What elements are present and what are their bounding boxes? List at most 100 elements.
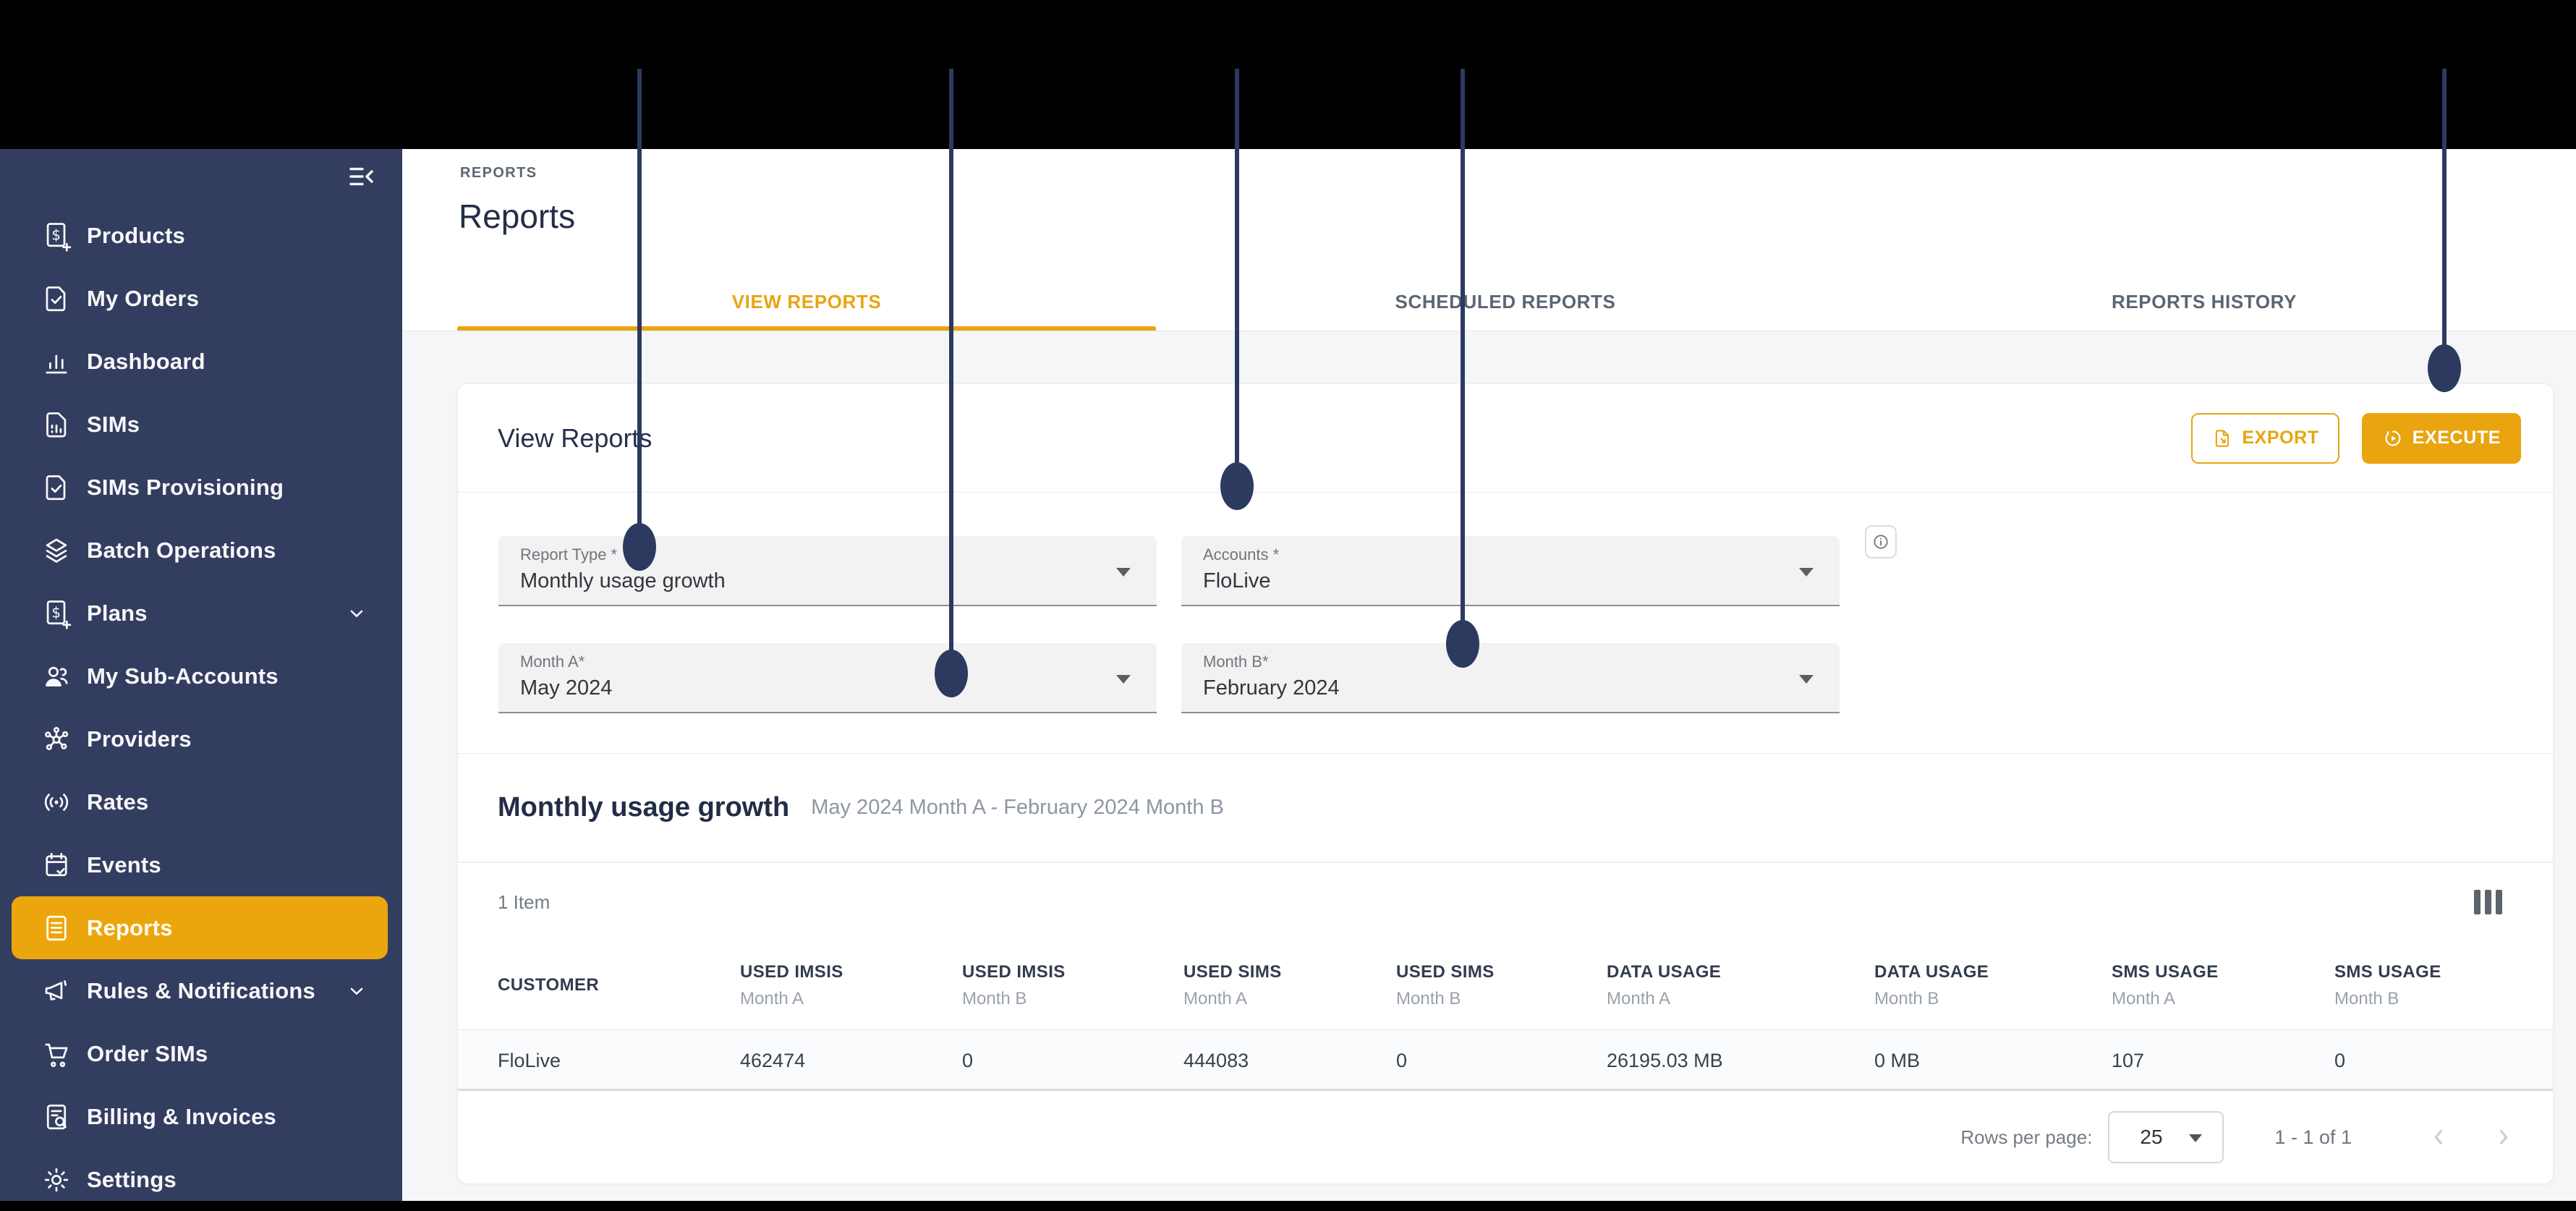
sidebar-item-label: Providers (87, 726, 192, 752)
accounts-info-button[interactable] (1865, 525, 1897, 558)
sidebar-item-label: Plans (87, 600, 148, 626)
table-row: FloLive 462474 0 444083 0 26195.03 MB 0 … (458, 1029, 2553, 1091)
sidebar-item-rates[interactable]: Rates (12, 770, 388, 833)
cart-icon (41, 1038, 72, 1070)
sidebar-item-sims-provisioning[interactable]: SIMs Provisioning (12, 456, 388, 519)
month-a-select[interactable]: Month A* May 2024 (498, 643, 1157, 713)
field-value: May 2024 (520, 676, 613, 700)
sim-card-icon (41, 409, 72, 441)
sidebar-item-plans[interactable]: Plans (12, 582, 388, 645)
sidebar-item-batch-operations[interactable]: Batch Operations (12, 519, 388, 582)
page-header: REPORTS Reports VIEW REPORTS SCHEDULED R… (402, 149, 2576, 331)
export-button[interactable]: EXPORT (2191, 412, 2339, 464)
card-header: View Reports EXPORT EXECUTE (458, 384, 2553, 493)
cell-used-imsis-a: 462474 (740, 1050, 806, 1071)
report-filters: Report Type * Monthly usage growth Accou… (458, 493, 2553, 753)
sidebar: Products My Orders Dashboard SIMs SIMs P… (0, 149, 402, 1201)
network-hub-icon (41, 723, 72, 755)
megaphone-icon (41, 975, 72, 1007)
dropdown-caret-icon (1116, 675, 1131, 684)
sidebar-item-my-orders[interactable]: My Orders (12, 267, 388, 330)
report-subtitle: May 2024 Month A - February 2024 Month B (811, 796, 1224, 819)
sidebar-nav: Products My Orders Dashboard SIMs SIMs P… (0, 204, 402, 1211)
gear-icon (41, 1164, 72, 1196)
document-check-icon (41, 472, 72, 503)
field-value: FloLive (1203, 569, 1271, 592)
document-dollar-icon (41, 598, 72, 629)
field-label: Report Type * (520, 545, 618, 564)
sidebar-item-label: Rates (87, 789, 149, 815)
breadcrumb: REPORTS (460, 165, 537, 181)
sidebar-item-dashboard[interactable]: Dashboard (12, 330, 388, 393)
document-search-icon (41, 1101, 72, 1133)
sidebar-item-rules-notifications[interactable]: Rules & Notifications (12, 959, 388, 1022)
field-value: February 2024 (1203, 676, 1340, 700)
next-page-button[interactable] (2489, 1123, 2518, 1152)
sidebar-item-order-sims[interactable]: Order SIMs (12, 1022, 388, 1085)
sidebar-item-my-sub-accounts[interactable]: My Sub-Accounts (12, 645, 388, 708)
chevron-left-icon (2424, 1123, 2453, 1152)
column-header-used-imsis-a: USED IMSIS Month A (740, 961, 843, 1008)
sidebar-item-label: Billing & Invoices (87, 1103, 276, 1129)
tab-scheduled-reports[interactable]: SCHEDULED REPORTS (1156, 273, 1855, 331)
info-icon (1871, 532, 1891, 552)
field-label: Month A* (520, 653, 585, 671)
report-title: Monthly usage growth (498, 792, 790, 823)
tab-label: SCHEDULED REPORTS (1395, 290, 1616, 313)
dropdown-caret-icon (1799, 675, 1814, 684)
sidebar-item-billing-invoices[interactable]: Billing & Invoices (12, 1085, 388, 1148)
column-header-used-sims-a: USED SIMS Month A (1183, 961, 1282, 1008)
sidebar-item-label: Reports (87, 914, 173, 940)
report-type-select[interactable]: Report Type * Monthly usage growth (498, 536, 1157, 606)
view-reports-card: View Reports EXPORT EXECUTE Report Type … (457, 383, 2554, 1184)
previous-page-button[interactable] (2424, 1123, 2453, 1152)
people-icon (41, 660, 72, 692)
dropdown-caret-icon (1116, 568, 1131, 577)
dropdown-caret-icon (1799, 568, 1814, 577)
sidebar-item-label: Events (87, 851, 161, 878)
items-count: 1 Item (498, 891, 551, 913)
card-title: View Reports (498, 422, 652, 453)
sidebar-item-label: My Sub-Accounts (87, 663, 279, 689)
chevron-down-icon (344, 601, 369, 626)
sidebar-item-events[interactable]: Events (12, 833, 388, 896)
cell-used-imsis-b: 0 (962, 1050, 974, 1071)
document-check-icon (41, 283, 72, 315)
execute-button[interactable]: EXECUTE (2361, 412, 2521, 464)
field-label: Accounts * (1203, 545, 1280, 564)
sidebar-item-sims[interactable]: SIMs (12, 393, 388, 456)
tab-bar: VIEW REPORTS SCHEDULED REPORTS REPORTS H… (457, 273, 2554, 331)
chevron-down-icon (344, 979, 369, 1003)
month-b-select[interactable]: Month B* February 2024 (1181, 643, 1840, 713)
table-toolbar: 1 Item (458, 862, 2553, 941)
cell-data-usage-b: 0 MB (1874, 1050, 1921, 1071)
top-black-bar (0, 0, 2576, 149)
column-header-used-imsis-b: USED IMSIS Month B (962, 961, 1066, 1008)
sidebar-item-label: SIMs (87, 411, 140, 437)
sidebar-item-label: Batch Operations (87, 537, 276, 563)
sidebar-item-reports[interactable]: Reports (12, 896, 388, 959)
column-header-sms-usage-a: SMS USAGE Month A (2112, 961, 2219, 1008)
column-header-customer: CUSTOMER (498, 975, 600, 995)
sidebar-item-label: SIMs Provisioning (87, 474, 284, 500)
column-header-data-usage-a: DATA USAGE Month A (1607, 961, 1722, 1008)
columns-icon (2496, 890, 2502, 914)
tab-view-reports[interactable]: VIEW REPORTS (457, 273, 1156, 331)
collapse-sidebar-button[interactable] (344, 159, 379, 194)
tab-reports-history[interactable]: REPORTS HISTORY (1855, 273, 2554, 331)
sidebar-item-products[interactable]: Products (12, 204, 388, 267)
execute-button-label: EXECUTE (2412, 428, 2501, 448)
chevron-right-icon (2489, 1123, 2518, 1152)
accounts-select[interactable]: Accounts * FloLive (1181, 536, 1840, 606)
sidebar-item-providers[interactable]: Providers (12, 708, 388, 770)
export-icon (2211, 428, 2233, 449)
column-header-data-usage-b: DATA USAGE Month B (1874, 961, 1989, 1008)
rows-per-page-select[interactable]: 25 (2108, 1111, 2224, 1163)
column-settings-button[interactable] (2471, 887, 2505, 917)
pagination-range: 1 - 1 of 1 (2274, 1126, 2352, 1148)
sidebar-item-settings[interactable]: Settings (12, 1148, 388, 1211)
collapse-menu-icon (344, 159, 379, 194)
document-dollar-icon (41, 220, 72, 252)
column-header-sms-usage-b: SMS USAGE Month B (2334, 961, 2441, 1008)
document-lines-icon (41, 912, 72, 944)
